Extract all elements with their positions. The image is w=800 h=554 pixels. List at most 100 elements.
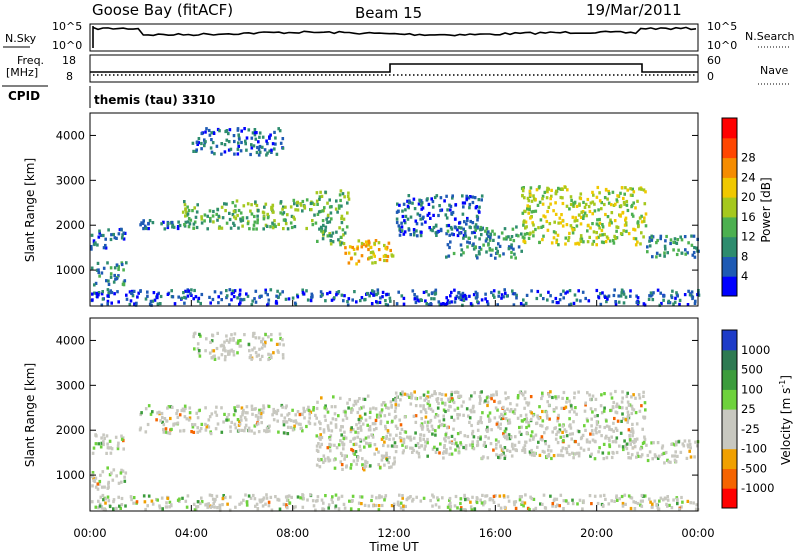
- echo-cell: [503, 227, 507, 231]
- echo-cell: [662, 498, 665, 502]
- echo-cell: [624, 216, 628, 220]
- echo-cell: [272, 418, 276, 422]
- echo-cell: [570, 437, 573, 441]
- echo-cell: [326, 410, 330, 414]
- echo-cell: [315, 406, 319, 411]
- echo-cell: [476, 443, 480, 447]
- echo-cell: [253, 497, 257, 501]
- echo-cell: [464, 444, 468, 448]
- echo-cell: [446, 505, 450, 509]
- echo-cell: [165, 419, 169, 423]
- echo-cell: [551, 430, 554, 434]
- echo-cell: [263, 344, 267, 348]
- echo-cell: [205, 337, 208, 341]
- echo-cell: [413, 293, 416, 297]
- echo-cell: [221, 216, 225, 220]
- echo-cell: [670, 294, 673, 298]
- echo-cell: [659, 234, 663, 238]
- echo-cell: [223, 150, 227, 154]
- echo-cell: [107, 279, 110, 283]
- echo-cell: [281, 207, 284, 211]
- echo-cell: [583, 409, 587, 413]
- echo-cell: [545, 189, 549, 193]
- echo-cell: [547, 403, 551, 407]
- echo-cell: [610, 211, 614, 215]
- colorbar-tick: 25: [741, 402, 756, 416]
- echo-cell: [341, 441, 344, 445]
- echo-cell: [518, 430, 521, 434]
- echo-cell: [358, 407, 361, 411]
- colorbar-swatch: [722, 369, 737, 390]
- echo-cell: [322, 430, 326, 434]
- echo-cell: [203, 138, 206, 142]
- echo-cell: [579, 299, 582, 303]
- echo-cell: [608, 425, 611, 429]
- echo-cell: [319, 190, 322, 194]
- colorbar-swatch: [722, 330, 737, 351]
- echo-cell: [484, 399, 487, 403]
- echo-cell: [465, 407, 469, 411]
- echo-cell: [320, 229, 323, 233]
- echo-cell: [506, 407, 509, 411]
- echo-cell: [384, 424, 387, 428]
- echo-cell: [601, 451, 605, 455]
- echo-cell: [658, 303, 662, 307]
- echo-cell: [364, 240, 368, 244]
- echo-cell: [415, 450, 419, 454]
- echo-cell: [330, 498, 334, 502]
- echo-cell: [630, 496, 634, 500]
- echo-cell: [488, 419, 491, 423]
- echo-cell: [166, 431, 170, 435]
- echo-cell: [451, 441, 454, 445]
- echo-cell: [237, 339, 240, 343]
- echo-cell: [462, 400, 465, 404]
- echo-cell: [453, 504, 457, 508]
- echo-cell: [227, 413, 231, 417]
- echo-cell: [403, 415, 407, 419]
- echo-cell: [423, 398, 426, 402]
- echo-cell: [597, 223, 600, 227]
- echo-cell: [687, 289, 690, 293]
- echo-cell: [270, 338, 273, 342]
- echo-cell: [571, 203, 575, 207]
- echo-cell: [256, 422, 260, 426]
- echo-cell: [523, 397, 527, 401]
- echo-cell: [473, 507, 476, 511]
- echo-cell: [364, 244, 368, 248]
- echo-cell: [113, 266, 117, 270]
- echo-cell: [426, 437, 429, 442]
- echo-cell: [414, 396, 417, 400]
- echo-cell: [501, 416, 505, 420]
- echo-cell: [386, 254, 390, 259]
- echo-cell: [459, 293, 462, 297]
- echo-cell: [468, 416, 472, 420]
- ytick-label: 4000: [56, 333, 85, 347]
- echo-cell: [400, 221, 403, 225]
- echo-cell: [258, 144, 262, 149]
- echo-cell: [420, 444, 424, 448]
- echo-cell: [340, 293, 344, 297]
- echo-cell: [321, 219, 325, 223]
- echo-cell: [676, 294, 679, 298]
- echo-cell: [683, 439, 687, 443]
- echo-cell: [401, 496, 404, 500]
- echo-cell: [555, 432, 558, 437]
- echo-cell: [460, 226, 463, 230]
- echo-cell: [557, 221, 560, 225]
- echo-cell: [547, 444, 551, 448]
- echo-cell: [501, 414, 505, 418]
- echo-cell: [284, 503, 288, 507]
- echo-cell: [227, 140, 231, 144]
- echo-cell: [253, 346, 256, 350]
- echo-cell: [448, 508, 452, 512]
- echo-cell: [278, 332, 282, 336]
- echo-cell: [233, 152, 236, 156]
- echo-cell: [340, 433, 343, 437]
- echo-cell: [334, 493, 338, 497]
- echo-cell: [559, 221, 562, 225]
- echo-cell: [562, 390, 566, 395]
- echo-cell: [535, 421, 538, 426]
- echo-cell: [650, 238, 654, 242]
- echo-cell: [281, 356, 285, 360]
- echo-cell: [638, 396, 642, 400]
